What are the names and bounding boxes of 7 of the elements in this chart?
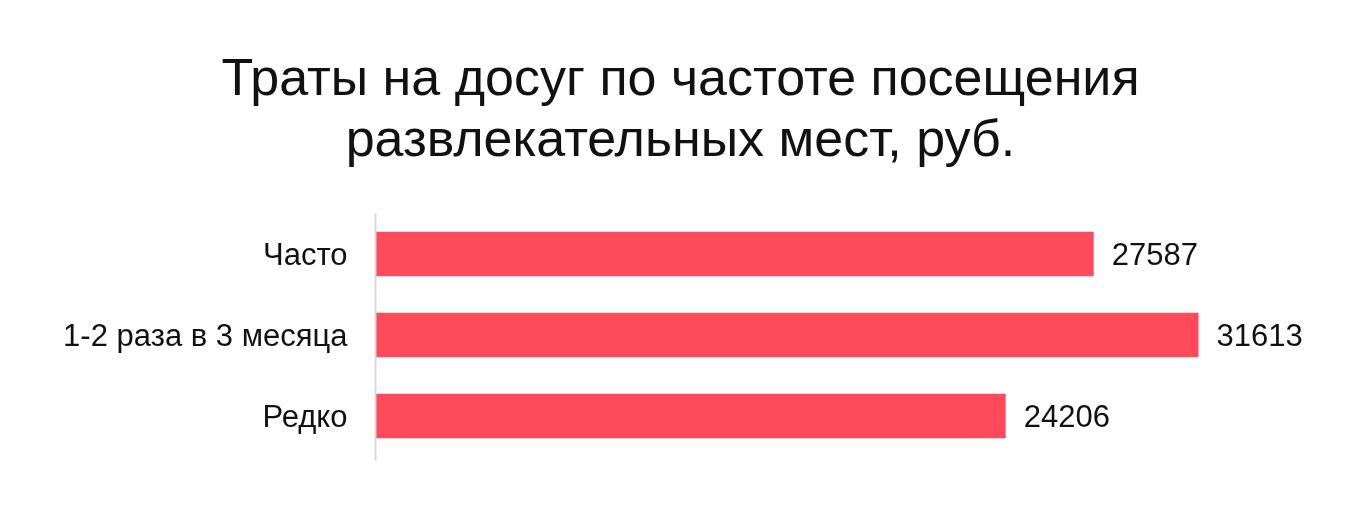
- y-tick-label: Часто: [263, 236, 348, 272]
- y-tick-label: 1-2 раза в 3 месяца: [63, 317, 349, 353]
- data-label: 31613: [1216, 318, 1303, 353]
- data-label: 27587: [1111, 237, 1198, 272]
- chart-title: Траты на досуг по частоте посещения развлекательных мест, руб.: [221, 48, 1140, 167]
- data-label: 24206: [1023, 399, 1110, 434]
- y-tick-label: Редко: [262, 398, 348, 434]
